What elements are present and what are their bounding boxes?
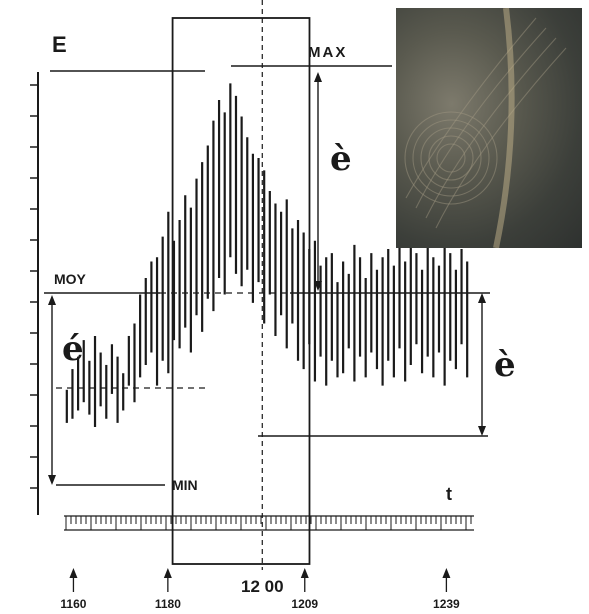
x-tick-arrowhead xyxy=(163,568,172,578)
amplitude-label-left: é xyxy=(62,329,84,369)
inset-photograph xyxy=(396,8,582,248)
y-axis-label: E xyxy=(52,32,67,57)
x-tick-arrowhead xyxy=(300,568,309,578)
amplitude-label-right: è xyxy=(494,345,516,385)
x-tick-arrowhead xyxy=(442,568,451,578)
x-tick-arrowhead xyxy=(69,568,78,578)
x-axis-ticks: 1160 1180 12 00 1209 1239 xyxy=(60,568,460,611)
amplitude-arrow-left xyxy=(48,295,56,485)
moy-label: MOY xyxy=(54,271,87,287)
x-tick-label: 1180 xyxy=(155,597,181,611)
amplitude-label-top: è xyxy=(330,139,352,179)
y-axis-ticks xyxy=(30,84,38,489)
bar-series xyxy=(65,83,469,428)
time-ruler xyxy=(64,515,474,531)
max-label: MAX xyxy=(308,44,347,61)
min-label: MIN xyxy=(172,477,198,493)
x-tick-label: 1209 xyxy=(291,597,318,611)
x-axis-label: t xyxy=(446,484,452,504)
x-tick-label: 1239 xyxy=(433,597,460,611)
inset-photograph-texture xyxy=(404,8,567,248)
x-tick-label: 1160 xyxy=(60,597,86,611)
amplitude-arrow-right xyxy=(478,293,486,436)
x-tick-label: 12 00 xyxy=(241,577,284,596)
